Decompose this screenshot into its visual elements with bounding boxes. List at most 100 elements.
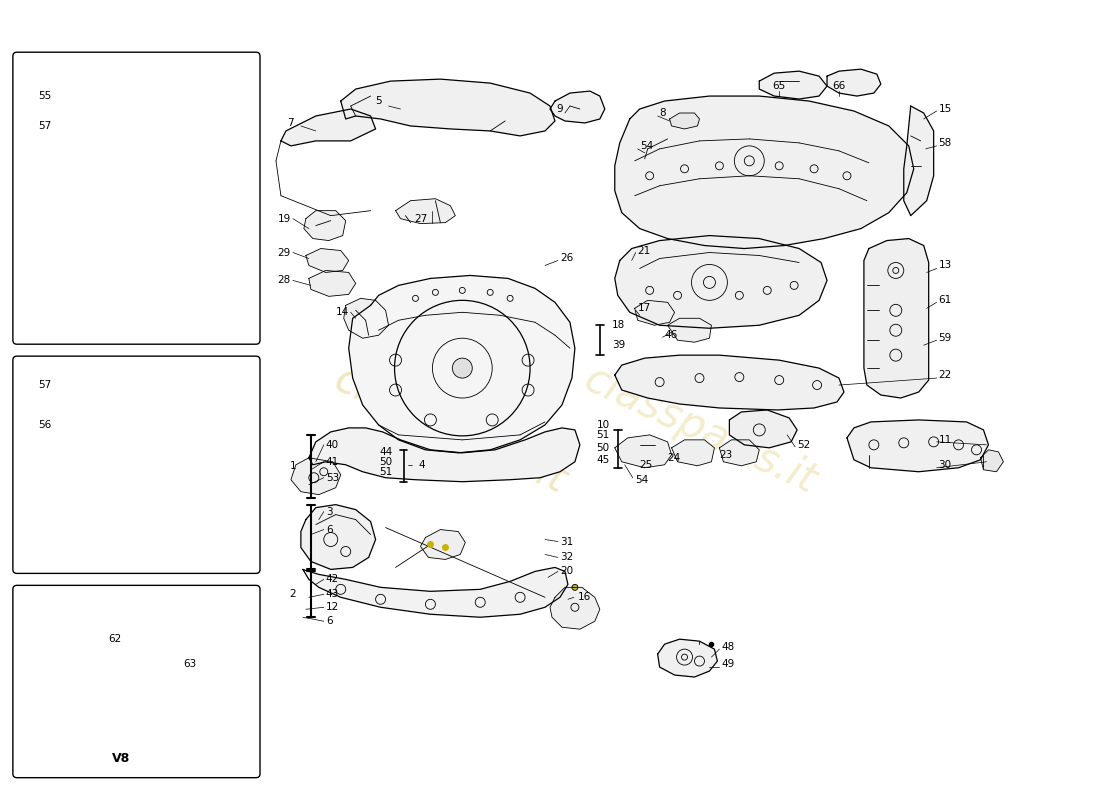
Text: 16: 16 xyxy=(578,592,591,602)
Text: 45: 45 xyxy=(596,454,609,465)
Polygon shape xyxy=(420,530,465,559)
Polygon shape xyxy=(349,275,575,453)
Text: classparts.it: classparts.it xyxy=(576,358,823,502)
Polygon shape xyxy=(672,440,714,466)
Text: 25: 25 xyxy=(640,460,653,470)
Text: 20: 20 xyxy=(560,566,573,577)
Polygon shape xyxy=(32,679,191,697)
Text: 1: 1 xyxy=(289,461,296,470)
Polygon shape xyxy=(280,109,375,146)
Text: 23: 23 xyxy=(719,450,733,460)
Text: 14: 14 xyxy=(336,307,349,318)
Text: 11: 11 xyxy=(938,435,952,445)
Polygon shape xyxy=(309,270,355,296)
Text: 2: 2 xyxy=(289,590,296,599)
Text: 58: 58 xyxy=(938,138,952,148)
Polygon shape xyxy=(396,198,455,224)
Polygon shape xyxy=(290,458,341,494)
Polygon shape xyxy=(658,639,717,677)
Polygon shape xyxy=(341,79,556,136)
Text: 30: 30 xyxy=(938,460,952,470)
Polygon shape xyxy=(81,101,217,221)
Polygon shape xyxy=(615,96,914,249)
Text: 54: 54 xyxy=(635,474,648,485)
Polygon shape xyxy=(309,428,580,482)
Polygon shape xyxy=(32,644,74,681)
Polygon shape xyxy=(36,278,77,306)
Text: 31: 31 xyxy=(560,537,573,546)
Text: 63: 63 xyxy=(183,659,196,669)
FancyBboxPatch shape xyxy=(13,52,260,344)
Text: 40: 40 xyxy=(326,440,339,450)
Polygon shape xyxy=(304,210,345,241)
Polygon shape xyxy=(191,649,211,664)
Polygon shape xyxy=(306,249,349,273)
Text: 65: 65 xyxy=(772,81,785,91)
Polygon shape xyxy=(827,69,881,96)
Text: 15: 15 xyxy=(938,104,952,114)
Circle shape xyxy=(572,584,578,590)
Polygon shape xyxy=(196,241,236,281)
Polygon shape xyxy=(34,647,57,659)
Polygon shape xyxy=(847,420,989,472)
Text: 4: 4 xyxy=(418,460,425,470)
Polygon shape xyxy=(980,450,1003,472)
Text: 52: 52 xyxy=(798,440,811,450)
Text: 7: 7 xyxy=(287,118,294,128)
Text: 62: 62 xyxy=(108,634,121,644)
Polygon shape xyxy=(759,71,827,99)
Text: 41: 41 xyxy=(326,457,339,466)
Text: 29: 29 xyxy=(277,247,290,258)
Text: 26: 26 xyxy=(560,254,573,263)
Text: 17: 17 xyxy=(638,303,651,314)
Polygon shape xyxy=(343,298,388,338)
Polygon shape xyxy=(301,505,375,570)
Text: 6: 6 xyxy=(326,616,332,626)
Polygon shape xyxy=(81,101,196,116)
Polygon shape xyxy=(47,378,236,510)
Polygon shape xyxy=(615,235,827,328)
Circle shape xyxy=(452,358,472,378)
Polygon shape xyxy=(719,440,759,466)
Text: 19: 19 xyxy=(277,214,290,224)
Text: 51: 51 xyxy=(379,466,393,477)
Polygon shape xyxy=(550,587,600,630)
Text: 6: 6 xyxy=(326,525,332,534)
Polygon shape xyxy=(302,567,568,618)
FancyBboxPatch shape xyxy=(13,586,260,778)
Text: 22: 22 xyxy=(938,370,952,380)
Text: 3: 3 xyxy=(326,506,332,517)
Text: 8: 8 xyxy=(660,108,667,118)
Polygon shape xyxy=(201,505,231,545)
Polygon shape xyxy=(904,106,934,216)
Text: 59: 59 xyxy=(938,334,952,343)
Text: 57: 57 xyxy=(39,121,52,131)
Polygon shape xyxy=(635,300,674,326)
Text: 53: 53 xyxy=(326,473,339,482)
FancyBboxPatch shape xyxy=(13,356,260,574)
Text: 56: 56 xyxy=(39,420,52,430)
Polygon shape xyxy=(176,642,219,672)
Polygon shape xyxy=(729,410,798,448)
Text: 39: 39 xyxy=(612,340,625,350)
Text: 57: 57 xyxy=(39,380,52,390)
Polygon shape xyxy=(32,505,67,545)
Text: 48: 48 xyxy=(722,642,735,652)
Text: 13: 13 xyxy=(938,261,952,270)
Text: 51: 51 xyxy=(596,430,609,440)
Polygon shape xyxy=(47,480,236,510)
Text: 27: 27 xyxy=(414,214,427,224)
Polygon shape xyxy=(196,278,231,306)
Text: 28: 28 xyxy=(277,275,290,286)
Text: V8: V8 xyxy=(112,752,131,766)
Text: 9: 9 xyxy=(557,104,563,114)
Polygon shape xyxy=(670,113,700,129)
Polygon shape xyxy=(615,355,844,410)
Text: 66: 66 xyxy=(833,81,846,91)
Text: 21: 21 xyxy=(638,246,651,255)
Polygon shape xyxy=(42,241,81,281)
Text: 50: 50 xyxy=(379,457,393,466)
Text: 5: 5 xyxy=(375,96,382,106)
Text: 18: 18 xyxy=(612,320,625,330)
Text: 42: 42 xyxy=(326,574,339,584)
